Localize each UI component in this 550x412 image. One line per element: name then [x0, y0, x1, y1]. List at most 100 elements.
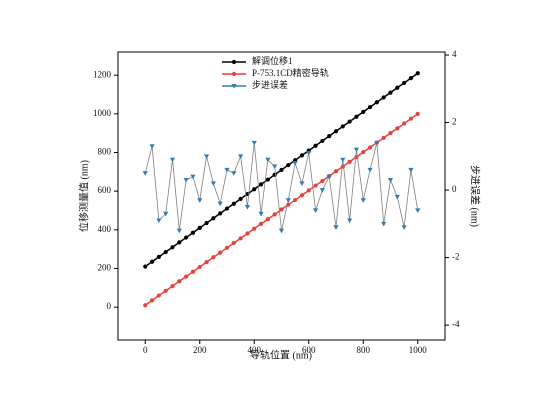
marker [204, 220, 209, 226]
marker [231, 171, 237, 176]
marker [381, 221, 387, 227]
marker [278, 228, 285, 234]
y2-tick-label: 4 [452, 49, 457, 59]
marker [258, 221, 264, 226]
legend-label: 步进误差 [252, 79, 288, 90]
y2-tick-label: 0 [452, 184, 457, 194]
marker [224, 206, 230, 211]
marker [347, 119, 352, 124]
marker [320, 178, 325, 184]
marker [306, 188, 311, 193]
marker [156, 218, 162, 224]
marker [184, 235, 189, 240]
marker [312, 208, 319, 213]
marker [367, 104, 373, 110]
marker [347, 159, 352, 164]
marker [286, 162, 291, 168]
marker [224, 245, 230, 250]
y-tick-label: 600 [98, 185, 112, 195]
marker [367, 167, 373, 173]
marker [231, 59, 237, 65]
marker [149, 144, 155, 149]
marker [149, 259, 155, 264]
y2-tick-label: 2 [452, 117, 457, 127]
marker [347, 218, 353, 224]
marker [285, 198, 291, 203]
marker [177, 279, 182, 284]
marker [218, 250, 223, 255]
marker [217, 201, 223, 207]
legend-label: P-753.1CD精密导轨 [252, 67, 329, 78]
marker [177, 240, 182, 245]
marker [258, 211, 264, 217]
marker [319, 188, 325, 193]
marker [176, 228, 182, 234]
marker [394, 194, 400, 200]
marker [203, 154, 210, 159]
marker [238, 236, 243, 241]
marker [190, 174, 196, 180]
marker [395, 126, 400, 131]
marker [374, 140, 380, 146]
marker [272, 164, 278, 170]
marker [353, 147, 360, 153]
marker [415, 111, 420, 116]
marker [408, 116, 414, 121]
x-tick-label: 200 [193, 345, 207, 355]
marker [156, 254, 161, 259]
marker [361, 150, 366, 155]
x-axis-label: 导轨位置 (nm) [250, 348, 312, 361]
marker [367, 145, 373, 150]
marker [190, 269, 196, 274]
marker [163, 211, 169, 217]
marker [197, 225, 202, 230]
marker [333, 225, 339, 230]
marker [197, 198, 203, 203]
marker [211, 216, 216, 221]
marker [211, 255, 216, 260]
y-tick-label: 800 [98, 147, 112, 157]
y-tick-label: 0 [107, 301, 112, 311]
marker [387, 177, 394, 183]
marker [184, 274, 189, 279]
legend-label: 解调位移1 [252, 55, 293, 66]
y-tick-label: 1200 [93, 69, 112, 79]
marker [381, 135, 386, 140]
marker [333, 129, 339, 134]
marker [224, 167, 230, 173]
marker [163, 288, 168, 294]
marker [408, 75, 414, 81]
marker [320, 138, 325, 144]
marker [360, 198, 366, 203]
y-tick-label: 400 [98, 224, 112, 234]
marker [149, 298, 155, 303]
marker [265, 157, 271, 163]
marker [340, 157, 346, 163]
marker [408, 167, 414, 173]
marker [231, 84, 237, 89]
marker [340, 124, 345, 129]
marker [340, 164, 345, 169]
marker [415, 71, 420, 76]
marker [293, 197, 298, 203]
y-tick-label: 1000 [93, 108, 112, 118]
marker [313, 143, 318, 148]
y2-axis-label: 步进误差 (nm) [469, 165, 482, 227]
y2-tick-label: -2 [452, 252, 460, 262]
marker [156, 293, 161, 298]
marker [238, 196, 243, 201]
marker [244, 204, 251, 210]
marker [306, 150, 312, 156]
marker [265, 177, 270, 182]
marker [279, 207, 284, 212]
marker [361, 109, 366, 115]
marker [272, 172, 277, 177]
marker [327, 133, 332, 139]
x-tick-label: 400 [248, 345, 262, 355]
marker [388, 90, 393, 95]
marker [204, 260, 209, 265]
marker [374, 100, 379, 105]
marker [163, 249, 168, 255]
x-tick-label: 0 [143, 345, 148, 355]
